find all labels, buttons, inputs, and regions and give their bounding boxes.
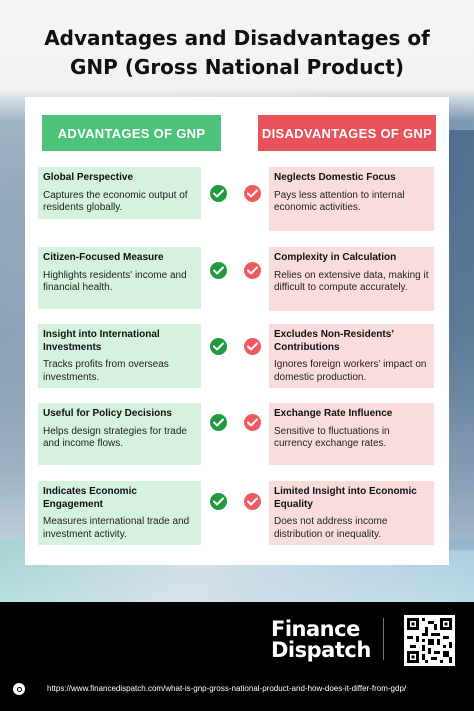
check-circle-green-icon (210, 414, 227, 431)
disadvantage-title: Complexity in Calculation (274, 252, 397, 263)
advantage-title: Useful for Policy Decisions (43, 408, 172, 419)
source-link[interactable]: https://www.financedispatch.com/what-is-… (0, 680, 474, 700)
check-circle-red-icon (244, 414, 261, 431)
disadvantage-title: Excludes Non-Residents’ Contributions (274, 329, 394, 353)
advantage-box: Useful for Policy Decisions Helps design… (38, 403, 201, 465)
title-line-1: Advantages and Disadvantages of (44, 26, 430, 50)
disadvantage-box: Complexity in Calculation Relies on exte… (269, 247, 434, 311)
check-circle-red-icon (244, 262, 261, 279)
disadvantage-description: Relies on extensive data, making it diff… (274, 269, 429, 294)
advantage-title: Citizen-Focused Measure (43, 252, 164, 263)
qr-code-icon[interactable] (404, 615, 455, 666)
check-circle-green-icon (210, 262, 227, 279)
disadvantage-title: Neglects Domestic Focus (274, 172, 396, 183)
disadvantage-box: Exchange Rate Influence Sensitive to flu… (269, 403, 434, 465)
page-title: Advantages and Disadvantages of GNP (Gro… (0, 24, 474, 82)
disadvantage-description: Sensitive to fluctuations in currency ex… (274, 425, 390, 450)
check-circle-red-icon (244, 493, 261, 510)
advantage-description: Tracks profits from overseas investments… (43, 359, 169, 383)
footer: Finance Dispatch https://www.financedisp… (0, 602, 474, 711)
title-line-2: GNP (Gross National Product) (69, 55, 405, 79)
advantage-box: Indicates Economic Engagement Measures i… (38, 481, 201, 545)
advantage-title: Indicates Economic Engagement (43, 486, 137, 510)
advantages-header: ADVANTAGES OF GNP (42, 115, 221, 151)
logo-line-2: Dispatch (271, 638, 371, 662)
disadvantage-box: Excludes Non-Residents’ Contributions Ig… (269, 324, 434, 388)
advantage-box: Insight into International Investments T… (38, 324, 201, 388)
disadvantage-description: Does not address income distribution or … (274, 516, 388, 540)
disadvantage-description: Ignores foreign workers’ impact on domes… (274, 359, 427, 383)
disadvantage-box: Neglects Domestic Focus Pays less attent… (269, 167, 434, 231)
disadvantage-description: Pays less attention to internal economic… (274, 189, 405, 214)
check-circle-red-icon (244, 185, 261, 202)
advantage-description: Helps design strategies for trade and in… (43, 425, 187, 450)
advantage-box: Global Perspective Captures the economic… (38, 167, 201, 219)
disadvantages-header: DISADVANTAGES OF GNP (258, 115, 436, 151)
disadvantage-title: Limited Insight into Economic Equality (274, 486, 417, 510)
advantage-description: Measures international trade and investm… (43, 516, 190, 540)
advantage-title: Global Perspective (43, 172, 134, 183)
logo-line-1: Finance (271, 617, 360, 641)
check-circle-green-icon (210, 338, 227, 355)
check-circle-green-icon (210, 185, 227, 202)
check-circle-green-icon (210, 493, 227, 510)
comparison-card: ADVANTAGES OF GNP DISADVANTAGES OF GNP G… (25, 97, 449, 565)
disadvantage-title: Exchange Rate Influence (274, 408, 393, 419)
divider (383, 618, 384, 660)
link-circle-icon (13, 683, 25, 695)
advantage-description: Captures the economic output of resident… (43, 189, 188, 214)
advantage-description: Highlights residents' income and financi… (43, 269, 187, 294)
advantage-box: Citizen-Focused Measure Highlights resid… (38, 247, 201, 309)
source-url[interactable]: https://www.financedispatch.com/what-is-… (47, 684, 407, 693)
check-circle-red-icon (244, 338, 261, 355)
advantage-title: Insight into International Investments (43, 329, 160, 353)
disadvantage-box: Limited Insight into Economic Equality D… (269, 481, 434, 545)
finance-dispatch-logo[interactable]: Finance Dispatch (271, 619, 371, 661)
